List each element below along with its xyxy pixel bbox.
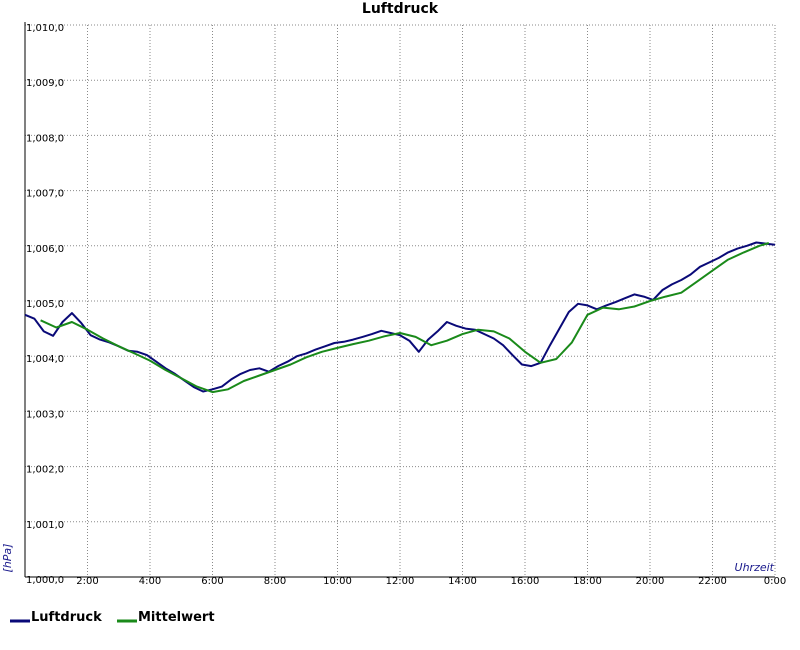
grid-layer (25, 24, 776, 577)
legend-label: Luftdruck (31, 610, 102, 625)
legend-label: Mittelwert (138, 610, 215, 625)
y-tick-label: 1,000,0 (26, 575, 64, 586)
y-tick-label: 1,007,0 (26, 189, 64, 200)
x-tick-label: 6:00 (201, 576, 223, 587)
chart-title: Luftdruck (362, 1, 439, 17)
y-tick-label: 1,008,0 (26, 133, 64, 144)
series-line-mittelwert (40, 242, 770, 394)
x-tick-label: 12:00 (386, 576, 415, 587)
y-tick-label: 1,004,0 (26, 354, 64, 365)
y-tick-label: 1,010,0 (26, 23, 64, 34)
x-tick-label: 20:00 (636, 576, 665, 587)
y-tick-label: 1,003,0 (26, 409, 64, 420)
x-tick-label: 22:00 (698, 576, 727, 587)
tick-layer: 1,000,0 1,001,0 1,002,0 1,003,0 1,004,0 1,005… (26, 23, 786, 587)
y-tick-label: 1,009,0 (26, 78, 64, 89)
series-layer (24, 241, 776, 394)
y-tick-label: 1,001,0 (26, 520, 64, 531)
y-tick-label: 1,006,0 (26, 244, 64, 255)
y-axis-label: [hPa] (1, 544, 14, 573)
axes-layer (24, 22, 775, 578)
y-tick-label: 1,002,0 (26, 465, 64, 476)
x-tick-label: 2:00 (76, 576, 98, 587)
x-tick-label: 18:00 (573, 576, 602, 587)
legend: Luftdruck Mittelwert (10, 610, 215, 625)
x-tick-label: 8:00 (264, 576, 286, 587)
x-tick-label: 4:00 (139, 576, 161, 587)
y-tick-label: 1,005,0 (26, 299, 64, 310)
series-line-luftdruck (24, 241, 776, 393)
x-tick-label: 10:00 (323, 576, 352, 587)
x-tick-label: 16:00 (511, 576, 540, 587)
x-axis-label: Uhrzeit (735, 561, 775, 574)
x-tick-label: 0:00 (764, 576, 786, 587)
x-tick-label: 14:00 (448, 576, 477, 587)
